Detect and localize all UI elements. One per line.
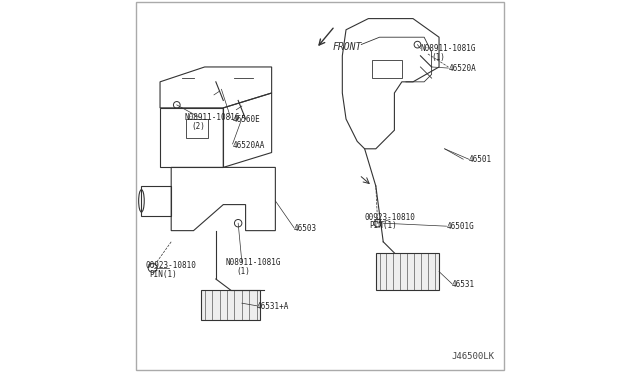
Text: FRONT: FRONT: [333, 42, 362, 51]
Text: PIN(1): PIN(1): [369, 221, 397, 230]
Text: 46560E: 46560E: [232, 115, 260, 124]
Text: N08911-1081G: N08911-1081G: [420, 44, 476, 53]
Text: 46503: 46503: [294, 224, 317, 233]
Text: J46500LK: J46500LK: [452, 352, 495, 361]
Text: (1): (1): [431, 53, 445, 62]
Text: 46501: 46501: [468, 155, 492, 164]
Text: 46520A: 46520A: [449, 64, 476, 73]
Polygon shape: [376, 253, 439, 290]
Text: 46520AA: 46520AA: [232, 141, 265, 150]
Text: N08911-10816: N08911-10816: [184, 113, 240, 122]
Text: (2): (2): [191, 122, 205, 131]
Text: 46531+A: 46531+A: [257, 302, 289, 311]
Polygon shape: [201, 290, 260, 320]
Text: N08911-1081G: N08911-1081G: [225, 258, 280, 267]
Text: 46501G: 46501G: [447, 222, 474, 231]
Text: PIN(1): PIN(1): [149, 270, 177, 279]
Text: 46531: 46531: [452, 280, 475, 289]
Text: 00923-10810: 00923-10810: [365, 213, 415, 222]
Text: (1): (1): [236, 267, 250, 276]
Text: 00923-10810: 00923-10810: [145, 262, 196, 270]
